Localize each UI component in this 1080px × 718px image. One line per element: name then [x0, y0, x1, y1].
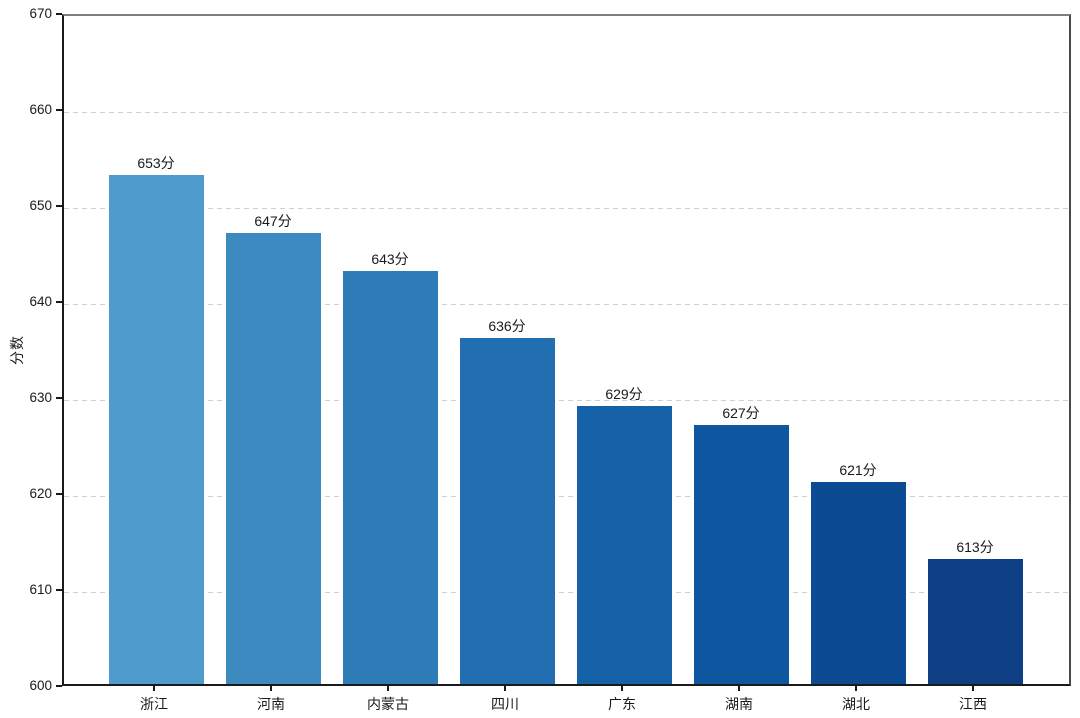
y-tick-mark — [56, 13, 62, 15]
gridline — [64, 208, 1069, 209]
y-tick-label: 620 — [29, 486, 52, 501]
x-tick-label: 广东 — [608, 696, 636, 712]
bar-value-label: 629分 — [605, 385, 643, 402]
x-tick-label: 河南 — [257, 696, 285, 712]
y-tick-label: 670 — [29, 6, 52, 21]
x-tick-mark — [387, 686, 389, 691]
x-tick-label: 四川 — [491, 696, 519, 712]
bar-value-label: 643分 — [371, 251, 409, 268]
x-tick-label: 内蒙古 — [367, 696, 409, 712]
bar-value-label: 636分 — [488, 318, 526, 335]
y-tick-label: 640 — [29, 294, 52, 309]
x-tick-mark — [738, 686, 740, 691]
bar-value-label: 613分 — [956, 539, 994, 556]
bar-value-label: 653分 — [137, 155, 175, 172]
bar-6 — [810, 482, 906, 684]
y-tick-label: 600 — [29, 678, 52, 693]
x-tick-mark — [153, 686, 155, 691]
gridline — [64, 496, 1069, 497]
x-tick-label: 湖北 — [842, 696, 870, 712]
y-tick-label: 660 — [29, 102, 52, 117]
bar-2 — [342, 271, 438, 684]
gridline — [64, 400, 1069, 401]
x-tick-label: 浙江 — [140, 696, 168, 712]
x-tick-mark — [972, 686, 974, 691]
y-tick-label: 630 — [29, 390, 52, 405]
plot-area: 653分 647分 643分 636分 629分 627分 621分 613分 — [62, 14, 1071, 686]
y-tick-mark — [56, 493, 62, 495]
bar-5 — [693, 424, 789, 684]
y-tick-mark — [56, 589, 62, 591]
bar-value-label: 627分 — [722, 404, 760, 421]
y-tick-mark — [56, 397, 62, 399]
bar-value-label: 621分 — [839, 462, 877, 479]
y-tick-mark — [56, 301, 62, 303]
y-tick-label: 610 — [29, 582, 52, 597]
bar-3 — [459, 338, 555, 684]
gridline — [64, 592, 1069, 593]
bar-4 — [576, 405, 672, 684]
y-tick-mark — [56, 685, 62, 687]
y-tick-mark — [56, 109, 62, 111]
bar-0 — [108, 175, 204, 684]
x-tick-mark — [855, 686, 857, 691]
y-axis-title: 分数 — [9, 335, 25, 365]
bar-1 — [225, 232, 321, 684]
gridline — [64, 304, 1069, 305]
bar-value-label: 647分 — [254, 212, 292, 229]
x-tick-mark — [270, 686, 272, 691]
x-tick-mark — [504, 686, 506, 691]
x-tick-mark — [621, 686, 623, 691]
gridline — [64, 112, 1069, 113]
y-tick-label: 650 — [29, 198, 52, 213]
bar-7 — [927, 559, 1023, 684]
y-tick-mark — [56, 205, 62, 207]
x-tick-label: 湖南 — [725, 696, 753, 712]
x-tick-label: 江西 — [959, 696, 987, 712]
